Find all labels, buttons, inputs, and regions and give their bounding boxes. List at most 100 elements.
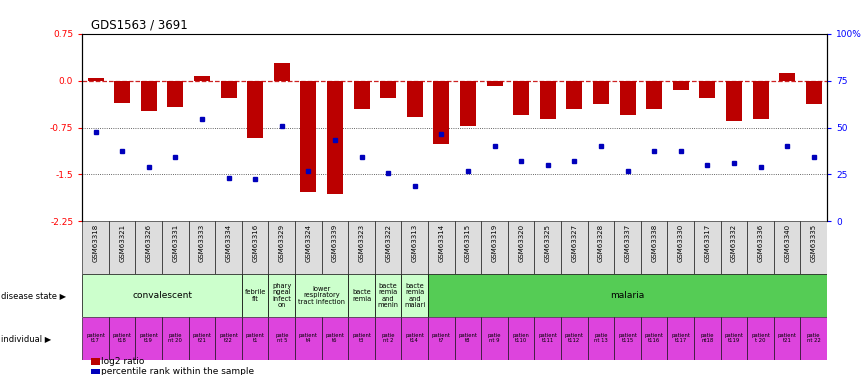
FancyBboxPatch shape — [109, 317, 135, 360]
Text: GSM63328: GSM63328 — [598, 224, 604, 262]
Text: patient
t21: patient t21 — [778, 333, 797, 344]
Text: bacte
remia
and
menin: bacte remia and menin — [378, 283, 398, 308]
FancyBboxPatch shape — [747, 317, 774, 360]
FancyBboxPatch shape — [668, 317, 694, 360]
FancyBboxPatch shape — [481, 221, 507, 274]
Text: GSM63323: GSM63323 — [359, 224, 365, 262]
FancyBboxPatch shape — [321, 221, 348, 274]
FancyBboxPatch shape — [135, 317, 162, 360]
Text: GSM63339: GSM63339 — [332, 224, 338, 262]
Bar — [805, 81, 822, 104]
Text: GSM63335: GSM63335 — [811, 224, 817, 262]
Text: patient
t115: patient t115 — [618, 333, 637, 344]
Text: percentile rank within the sample: percentile rank within the sample — [101, 367, 255, 375]
FancyBboxPatch shape — [189, 221, 216, 274]
FancyBboxPatch shape — [800, 221, 827, 274]
FancyBboxPatch shape — [402, 274, 428, 317]
Text: patie
nt 22: patie nt 22 — [807, 333, 821, 344]
FancyBboxPatch shape — [428, 221, 455, 274]
FancyBboxPatch shape — [614, 317, 641, 360]
Bar — [247, 81, 263, 138]
Text: GSM63322: GSM63322 — [385, 224, 391, 262]
Bar — [673, 81, 688, 90]
Bar — [753, 81, 768, 119]
Bar — [167, 81, 184, 107]
Text: patient
t4: patient t4 — [299, 333, 318, 344]
FancyBboxPatch shape — [348, 274, 375, 317]
Text: GSM63333: GSM63333 — [199, 224, 205, 262]
FancyBboxPatch shape — [375, 221, 402, 274]
FancyBboxPatch shape — [295, 221, 321, 274]
FancyBboxPatch shape — [534, 221, 561, 274]
FancyBboxPatch shape — [268, 317, 295, 360]
FancyBboxPatch shape — [242, 317, 268, 360]
Text: patient
t7: patient t7 — [432, 333, 451, 344]
FancyBboxPatch shape — [321, 317, 348, 360]
FancyBboxPatch shape — [588, 317, 614, 360]
FancyBboxPatch shape — [774, 317, 800, 360]
Text: GSM63325: GSM63325 — [545, 224, 551, 262]
Text: GSM63324: GSM63324 — [306, 224, 312, 262]
Text: patie
nt 13: patie nt 13 — [594, 333, 608, 344]
FancyBboxPatch shape — [694, 317, 721, 360]
FancyBboxPatch shape — [348, 317, 375, 360]
FancyBboxPatch shape — [774, 221, 800, 274]
Bar — [646, 81, 662, 109]
FancyBboxPatch shape — [455, 221, 481, 274]
FancyBboxPatch shape — [721, 317, 747, 360]
FancyBboxPatch shape — [216, 317, 242, 360]
FancyBboxPatch shape — [561, 221, 588, 274]
Text: patient
t14: patient t14 — [405, 333, 424, 344]
FancyBboxPatch shape — [402, 317, 428, 360]
FancyBboxPatch shape — [641, 317, 668, 360]
Text: GSM63314: GSM63314 — [438, 224, 444, 262]
Text: GSM63320: GSM63320 — [518, 224, 524, 262]
FancyBboxPatch shape — [189, 317, 216, 360]
Text: bacte
remia: bacte remia — [352, 289, 372, 302]
FancyBboxPatch shape — [242, 274, 268, 317]
Text: convalescent: convalescent — [132, 291, 192, 300]
FancyBboxPatch shape — [614, 221, 641, 274]
FancyBboxPatch shape — [721, 221, 747, 274]
Text: patient
t 20: patient t 20 — [751, 333, 770, 344]
Bar — [407, 81, 423, 117]
Bar — [619, 81, 636, 115]
FancyBboxPatch shape — [268, 274, 295, 317]
FancyBboxPatch shape — [82, 221, 109, 274]
Text: GSM63321: GSM63321 — [120, 224, 126, 262]
Text: febrile
fit: febrile fit — [244, 289, 266, 302]
Text: GSM63326: GSM63326 — [145, 224, 152, 262]
Text: log2 ratio: log2 ratio — [101, 357, 145, 366]
FancyBboxPatch shape — [216, 221, 242, 274]
Bar — [460, 81, 476, 126]
FancyBboxPatch shape — [268, 221, 295, 274]
Text: GSM63329: GSM63329 — [279, 224, 285, 262]
Bar — [327, 81, 343, 194]
FancyBboxPatch shape — [135, 221, 162, 274]
Text: patient
t8: patient t8 — [458, 333, 477, 344]
Text: GSM63337: GSM63337 — [624, 224, 630, 262]
Bar — [540, 81, 556, 119]
Text: individual ▶: individual ▶ — [1, 334, 51, 343]
Text: GSM63334: GSM63334 — [225, 224, 231, 262]
Text: GSM63332: GSM63332 — [731, 224, 737, 262]
Text: GSM63318: GSM63318 — [93, 224, 99, 262]
Text: patient
t3: patient t3 — [352, 333, 371, 344]
Text: GSM63317: GSM63317 — [704, 224, 710, 262]
Text: GSM63336: GSM63336 — [758, 224, 764, 262]
FancyBboxPatch shape — [162, 317, 189, 360]
Text: GSM63338: GSM63338 — [651, 224, 657, 262]
Bar — [487, 81, 502, 86]
Bar — [726, 81, 742, 121]
FancyBboxPatch shape — [694, 221, 721, 274]
Text: patie
nt 20: patie nt 20 — [168, 333, 183, 344]
Text: GSM63316: GSM63316 — [252, 224, 258, 262]
FancyBboxPatch shape — [295, 317, 321, 360]
Text: bacte
remia
and
malari: bacte remia and malari — [404, 283, 425, 308]
Text: GDS1563 / 3691: GDS1563 / 3691 — [91, 19, 188, 32]
Bar — [700, 81, 715, 98]
FancyBboxPatch shape — [375, 317, 402, 360]
FancyBboxPatch shape — [242, 221, 268, 274]
Bar — [380, 81, 396, 98]
Bar — [353, 81, 370, 109]
